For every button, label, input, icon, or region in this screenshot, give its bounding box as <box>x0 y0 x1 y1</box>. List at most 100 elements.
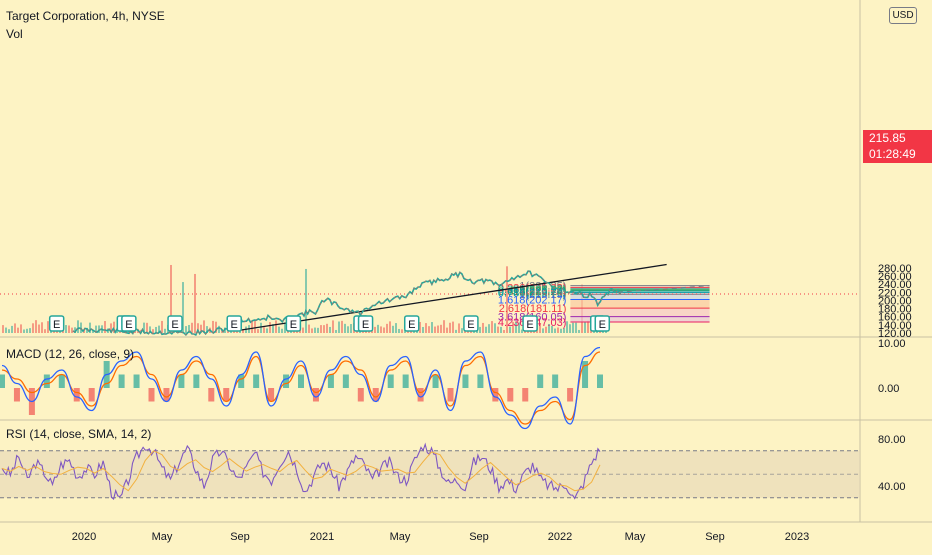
volume-bar <box>449 322 451 333</box>
volume-bar <box>491 321 493 333</box>
current-price: 215.85 <box>869 131 906 145</box>
macd-histogram-bar <box>133 374 140 388</box>
macd-histogram-bar <box>178 374 185 388</box>
price-axis-tick: 260.00 <box>878 271 912 283</box>
macd-histogram-bar <box>193 374 200 388</box>
earnings-badge <box>522 315 538 332</box>
macd-histogram-bar <box>552 374 559 388</box>
volume-bar <box>329 326 331 333</box>
time-axis-tick: May <box>390 531 411 543</box>
volume-bar <box>32 323 34 333</box>
volume-bar <box>332 320 334 333</box>
fib-level-label: 1(215.19) <box>519 289 566 301</box>
trend-extension <box>617 285 710 293</box>
time-axis-tick: 2022 <box>548 531 572 543</box>
macd-histogram-bar <box>163 388 170 402</box>
volume-bar <box>197 323 199 333</box>
macd-histogram-bar <box>327 374 334 388</box>
volume-bar <box>242 329 244 333</box>
fib-zone <box>570 287 710 289</box>
volume-bar <box>392 325 394 333</box>
volume-bar <box>260 322 262 333</box>
volume-bar <box>164 328 166 333</box>
volume-bar <box>389 321 391 333</box>
volume-bar <box>326 323 328 333</box>
countdown-timer: 01:28:49 <box>869 147 916 161</box>
volume-bar <box>404 329 406 333</box>
volume-bar <box>539 323 541 333</box>
macd-histogram-bar <box>522 388 529 402</box>
macd-histogram-bar <box>238 374 245 388</box>
earnings-letter: E <box>231 319 238 331</box>
volume-bar <box>515 321 517 333</box>
volume-bar <box>188 324 190 333</box>
volume-bar <box>314 327 316 333</box>
price-axis-tick: 240.00 <box>878 279 912 291</box>
volume-bar <box>44 329 46 333</box>
volume-bar <box>335 329 337 333</box>
volume-bar <box>155 326 157 333</box>
volume-bar <box>548 323 550 333</box>
earnings-letter: E <box>526 319 533 331</box>
earnings-marker: E <box>463 315 479 332</box>
volume-bar <box>503 329 505 333</box>
macd-histogram-bar <box>447 388 454 402</box>
volume-bar <box>152 329 154 333</box>
price-axis-tick: 220.00 <box>878 287 912 299</box>
volume-bar <box>341 320 343 333</box>
volume-bar <box>185 326 187 333</box>
earnings-marker: E <box>226 315 242 332</box>
volume-bar <box>587 320 589 333</box>
price-axis-tick: 180.00 <box>878 304 912 316</box>
volume-bar <box>398 328 400 333</box>
volume-bar <box>92 329 94 333</box>
volume-bar <box>281 328 283 333</box>
macd-histogram-bar <box>432 374 439 388</box>
fib-zone <box>570 316 710 322</box>
chart-title: Target Corporation, 4h, NYSE <box>6 9 165 23</box>
trend-line <box>234 263 667 332</box>
volume-bar <box>161 320 163 333</box>
volume-bar <box>569 324 571 333</box>
time-axis-tick: Sep <box>230 531 250 543</box>
volume-bar <box>518 322 520 333</box>
macd-line <box>1 346 601 430</box>
price-series <box>72 270 622 336</box>
volume-bar <box>395 323 397 333</box>
fib-zone <box>570 290 710 293</box>
volume-bar <box>437 325 439 333</box>
earnings-marker: E <box>285 315 302 332</box>
macd-histogram-bar <box>372 388 379 402</box>
volume-bar <box>566 321 568 333</box>
volume-bar <box>2 325 4 333</box>
volume-bar <box>98 325 100 333</box>
current-price-tag: 215.85 01:28:49 <box>863 130 932 163</box>
volume-bar <box>11 325 13 333</box>
volume-bar <box>428 326 430 333</box>
macd-histogram-bar <box>223 388 230 402</box>
volume-bar <box>284 322 286 333</box>
volume-bar <box>374 326 376 333</box>
macd-histogram-bar <box>43 374 50 388</box>
volume-bar <box>443 320 445 333</box>
volume-bar <box>317 327 319 333</box>
volume-bar <box>83 329 85 333</box>
earnings-letter: E <box>467 319 474 331</box>
volume-bar <box>116 329 118 333</box>
volume-bar <box>551 325 553 333</box>
volume-bar <box>302 327 304 333</box>
volume-bar <box>485 326 487 333</box>
volume-bar <box>431 322 433 333</box>
volume-bar <box>461 328 463 333</box>
earnings-letter: E <box>125 319 132 331</box>
volume-bar <box>68 325 70 333</box>
currency-button[interactable]: USD <box>889 7 917 24</box>
volume-bar <box>560 328 562 333</box>
price-axis-tick: 280.00 <box>878 263 912 275</box>
volume-bar <box>263 327 265 333</box>
fib-zone <box>570 308 710 317</box>
volume-bar <box>194 273 196 333</box>
volume-bar <box>104 321 106 333</box>
